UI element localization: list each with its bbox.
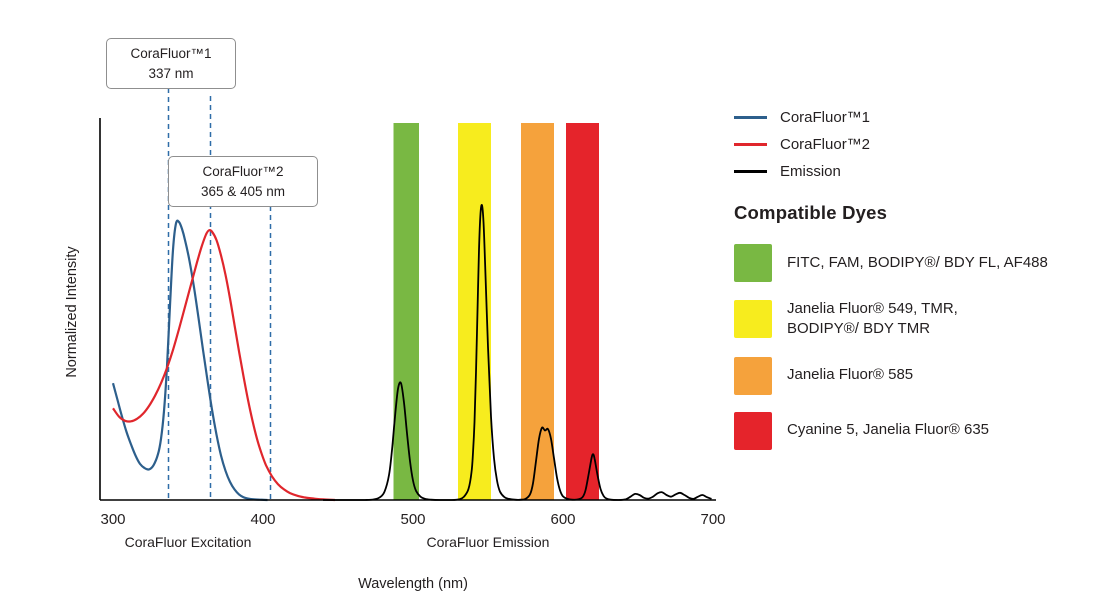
x-tick-400: 400 [250, 511, 275, 528]
dye-label: Janelia Fluor® 585 [787, 366, 914, 384]
dye-label: Janelia Fluor® 549, TMR, BODIPY®/ BDY TM… [787, 300, 958, 338]
legend-item-emission: Emission [734, 158, 1106, 185]
y-axis-title: Normalized Intensity [64, 246, 80, 378]
legend-line-icon [734, 116, 767, 119]
callout-value: 337 nm [148, 65, 194, 81]
x-tick-500: 500 [400, 511, 425, 528]
spectra-chart: 300 400 500 600 700 CoraFluor Excitation CoraF… [64, 88, 726, 592]
callout-title: CoraFluor™1 [130, 46, 212, 61]
filter-band-green [393, 123, 419, 500]
region-label-1: CoraFluor Emission [427, 534, 550, 550]
filter-band-red [566, 123, 599, 500]
dye-swatch-red [734, 411, 772, 450]
dye-item-yellow: Janelia Fluor® 549, TMR, BODIPY®/ BDY TM… [734, 299, 1106, 340]
dye-swatch-yellow [734, 300, 772, 339]
callout-value: 365 & 405 nm [200, 183, 286, 199]
region-label-0: CoraFluor Excitation [125, 534, 252, 550]
x-tick-300: 300 [100, 511, 125, 528]
dye-item-red: Cyanine 5, Janelia Fluor® 635 [734, 411, 1106, 450]
legend-label: CoraFluor™2 [780, 136, 871, 153]
annotation-callout-corafluor1: CoraFluor™1 337 nm [106, 38, 236, 90]
dye-item-orange: Janelia Fluor® 585 [734, 356, 1106, 395]
x-tick-600: 600 [550, 511, 575, 528]
curve-excitation-2 [112, 229, 336, 502]
legend-panel: CoraFluor™1 CoraFluor™2 Emission Compati… [734, 104, 1106, 467]
callout-title: CoraFluor™2 [202, 164, 284, 179]
annotation-callout-corafluor2: CoraFluor™2 365 & 405 nm [168, 156, 318, 208]
dye-item-green: FITC, FAM, BODIPY®/ BDY FL, AF488 [734, 244, 1106, 282]
legend-item-corafluor2: CoraFluor™2 [734, 131, 1106, 158]
curve-excitation-1 [111, 219, 268, 502]
x-tick-700: 700 [700, 511, 725, 528]
dye-label: FITC, FAM, BODIPY®/ BDY FL, AF488 [787, 253, 1048, 271]
compatible-dyes-heading: Compatible Dyes [734, 202, 888, 223]
curve-emission-3 [322, 204, 712, 501]
legend-item-corafluor1: CoraFluor™1 [734, 104, 1106, 131]
legend: CoraFluor™1 CoraFluor™2 Emission [734, 104, 1106, 185]
dye-swatch-green [734, 244, 772, 282]
legend-line-icon [734, 143, 767, 146]
legend-label: Emission [780, 163, 841, 180]
legend-line-icon [734, 170, 767, 173]
legend-label: CoraFluor™1 [780, 109, 871, 126]
compatible-dyes-list: FITC, FAM, BODIPY®/ BDY FL, AF488 Janeli… [734, 244, 1106, 450]
filter-band-orange [521, 123, 554, 500]
dye-label: Cyanine 5, Janelia Fluor® 635 [787, 421, 990, 439]
x-axis-title: Wavelength (nm) [358, 576, 468, 592]
dye-swatch-orange [734, 356, 772, 395]
